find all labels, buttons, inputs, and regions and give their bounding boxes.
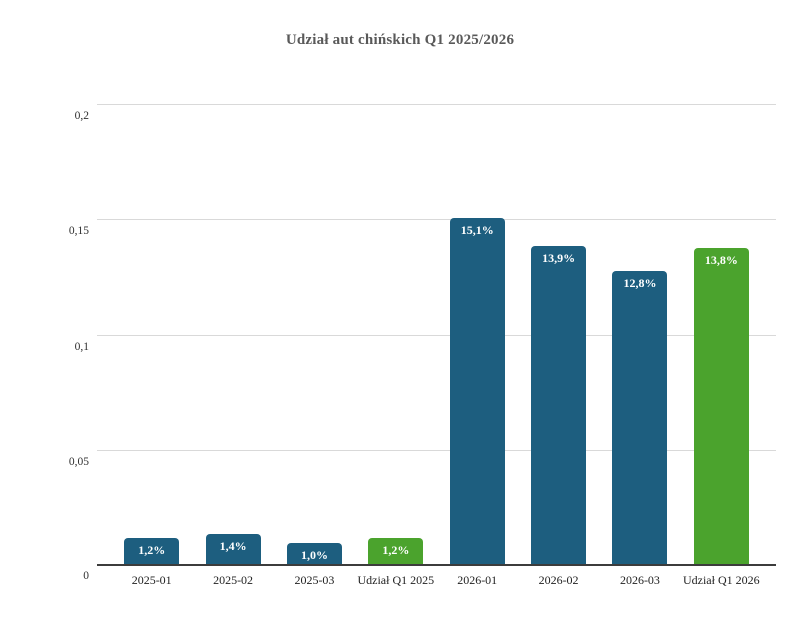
bar-slot: 15,1% 2026-01	[437, 105, 518, 587]
x-tick-label: 2026-03	[619, 573, 660, 587]
bar-value-label: 15,1%	[460, 222, 494, 237]
bar: 15,1%	[449, 217, 505, 566]
bar: 12,8%	[612, 270, 668, 566]
x-tick-label: Udział Q1 2025	[357, 573, 435, 587]
bar: 13,9%	[531, 245, 587, 566]
bar-slot: 12,8% 2026-03	[599, 105, 680, 587]
bar-slot: 1,2% 2025-01	[111, 105, 192, 587]
bar: 1,2%	[124, 538, 180, 566]
bar-value-label: 1,0%	[300, 547, 328, 562]
bar-value-label: 13,8%	[704, 252, 738, 267]
gridline: 0,05	[69, 449, 776, 468]
plot-area: 0 0,05 0,1 0,15 0,2 1,2% 2025-01 1,4% 2025-02 1,…	[69, 104, 776, 587]
bar-slot: 13,8% Udział Q1 2026	[681, 105, 762, 587]
y-tick-label: 0,2	[74, 110, 89, 122]
gridline: 0,2	[75, 104, 776, 122]
bar-value-label: 1,2%	[382, 543, 410, 558]
bar-slot: 1,2% Udział Q1 2025	[355, 105, 436, 587]
x-tick-label: 2026-02	[538, 573, 579, 587]
bar: 13,8%	[693, 247, 749, 566]
gridline: 0,1	[75, 334, 776, 353]
bar: 1,4%	[205, 533, 261, 566]
y-tick-label: 0	[83, 570, 89, 582]
bars-layer: 1,2% 2025-01 1,4% 2025-02 1,0% 2025-03 1,2% Udz…	[97, 105, 776, 587]
bar-value-label: 12,8%	[623, 275, 657, 290]
x-tick-label: Udział Q1 2026	[682, 573, 760, 587]
bar: 1,2%	[368, 538, 424, 566]
bar-value-label: 13,9%	[542, 250, 576, 265]
x-tick-label: 2025-03	[294, 573, 335, 587]
y-tick-label: 0,05	[68, 455, 89, 468]
bar-slot: 13,9% 2026-02	[518, 105, 599, 587]
x-tick-label: 2026-01	[457, 573, 498, 587]
x-axis-line: 0	[83, 564, 776, 582]
y-tick-label: 0,1	[74, 340, 89, 353]
bar-value-label: 1,4%	[219, 538, 247, 553]
gridline: 0,15	[69, 219, 776, 237]
bar-slot: 1,4% 2025-02	[192, 105, 273, 587]
x-tick-label: 2025-01	[131, 573, 172, 587]
bar: 1,0%	[286, 542, 342, 566]
bar-slot: 1,0% 2025-03	[274, 105, 355, 587]
bar-value-label: 1,2%	[138, 543, 166, 558]
y-tick-label: 0,15	[68, 225, 89, 238]
chart-title: Udział aut chińskich Q1 2025/2026	[285, 32, 515, 48]
x-tick-label: 2025-02	[213, 573, 254, 587]
